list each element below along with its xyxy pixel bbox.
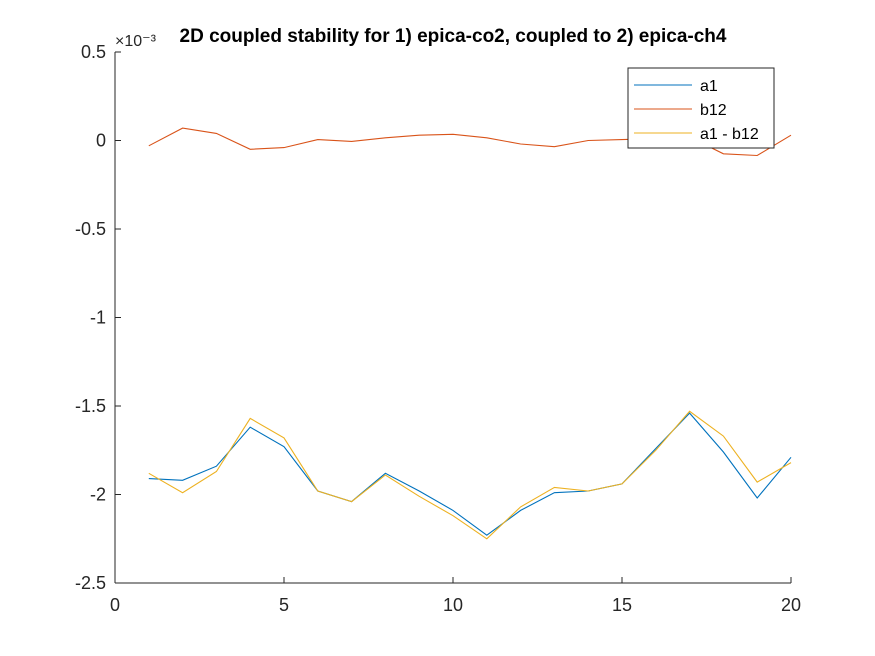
y-axis-multiplier: ×10⁻³ <box>115 33 157 50</box>
y-tick-label: -0.5 <box>75 219 106 239</box>
x-tick-label: 5 <box>279 595 289 615</box>
y-tick-label: -1 <box>90 308 106 328</box>
series-line-a1 <box>148 412 792 536</box>
legend: a1 b12 a1 - b12 <box>627 67 775 149</box>
x-tick-label: 10 <box>443 595 463 615</box>
y-tick-label: 0 <box>96 131 106 151</box>
x-tick-label: 15 <box>612 595 632 615</box>
x-ticks: 0 5 10 15 20 <box>110 577 801 615</box>
x-tick-label: 0 <box>110 595 120 615</box>
y-tick-label: -2 <box>90 485 106 505</box>
y-tick-label: -1.5 <box>75 396 106 416</box>
legend-label: a1 - b12 <box>700 126 759 143</box>
legend-label: a1 <box>700 78 718 95</box>
chart-title: 2D coupled stability for 1) epica-co2, c… <box>180 26 727 47</box>
x-tick-label: 20 <box>781 595 801 615</box>
y-ticks: 0.5 0 -0.5 -1 -1.5 -2 -2.5 <box>75 42 121 593</box>
legend-label: b12 <box>700 102 727 119</box>
y-tick-label: -2.5 <box>75 573 106 593</box>
y-tick-label: 0.5 <box>81 42 106 62</box>
legend-box <box>627 67 775 149</box>
series-line-a1-b12 <box>148 410 792 540</box>
